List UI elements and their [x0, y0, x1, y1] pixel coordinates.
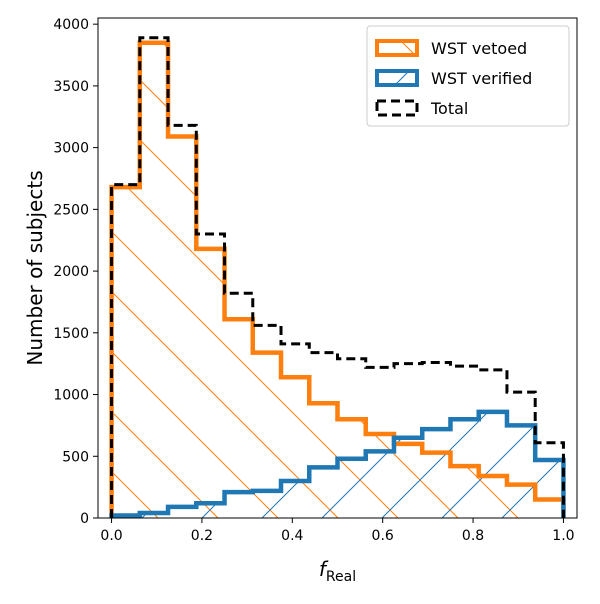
legend-label: Total	[430, 99, 468, 118]
histogram-bar	[365, 451, 394, 518]
histogram-bar	[252, 490, 282, 518]
histogram-bar	[281, 480, 310, 518]
x-tick-label: 1.0	[552, 528, 574, 544]
plot-frame	[97, 17, 578, 519]
histogram-bar	[168, 136, 197, 518]
y-tick-label: 0	[80, 511, 89, 527]
y-tick-label: 2000	[53, 264, 89, 280]
y-tick-label: 1000	[53, 388, 89, 404]
y-tick-label: 500	[62, 449, 89, 465]
series-outline-1	[109, 409, 566, 518]
histogram-bar	[309, 467, 338, 518]
legend-label: WST vetoed	[431, 39, 527, 58]
histogram-bar	[139, 42, 169, 519]
histogram-bar	[196, 503, 225, 518]
hatch-layer	[111, 42, 564, 519]
y-tick-label: 4000	[53, 17, 89, 33]
legend-label: WST verified	[431, 69, 532, 88]
legend-swatch	[375, 69, 419, 87]
axes-layer: 0.0 0.2 0.4 0.6 0.8 1.0 0 500 1000 1500 2000 2500 30…	[23, 17, 578, 585]
series-outline-0	[109, 40, 566, 518]
series-outline-2	[110, 36, 565, 518]
x-axis-title: fReal	[319, 557, 356, 585]
legend: WST vetoed WST verified Total	[366, 25, 570, 127]
x-axis-title-subscript: Real	[326, 569, 356, 585]
histogram-bar	[139, 513, 169, 518]
x-axis-title-main: f	[319, 557, 329, 581]
x-tick-label: 0.0	[100, 528, 122, 544]
y-axis-title: Number of subjects	[23, 170, 47, 365]
histogram-bar	[422, 429, 451, 518]
histogram-bar	[337, 458, 366, 518]
step-layer	[109, 36, 566, 518]
legend-swatch	[375, 39, 419, 57]
histogram-bar	[393, 437, 423, 518]
histogram-bar	[196, 248, 225, 518]
legend-swatch	[375, 99, 419, 117]
x-tick-label: 0.2	[191, 528, 213, 544]
histogram-bar	[168, 506, 197, 518]
y-tick-label: 3500	[53, 79, 89, 95]
histogram-bar	[506, 425, 536, 518]
y-tick-label: 3000	[53, 141, 89, 157]
histogram-bar	[224, 492, 253, 518]
x-tick-label: 0.8	[462, 528, 484, 544]
histogram-bar	[535, 459, 564, 518]
y-tick-label: 1500	[53, 326, 89, 342]
x-tick-label: 0.6	[372, 528, 394, 544]
histogram-bar	[450, 419, 479, 518]
x-tick-label: 0.4	[281, 528, 303, 544]
histogram-bar	[224, 319, 253, 518]
histogram-bar	[111, 187, 140, 518]
histogram-bar	[478, 411, 507, 518]
y-tick-label: 2500	[53, 202, 89, 218]
